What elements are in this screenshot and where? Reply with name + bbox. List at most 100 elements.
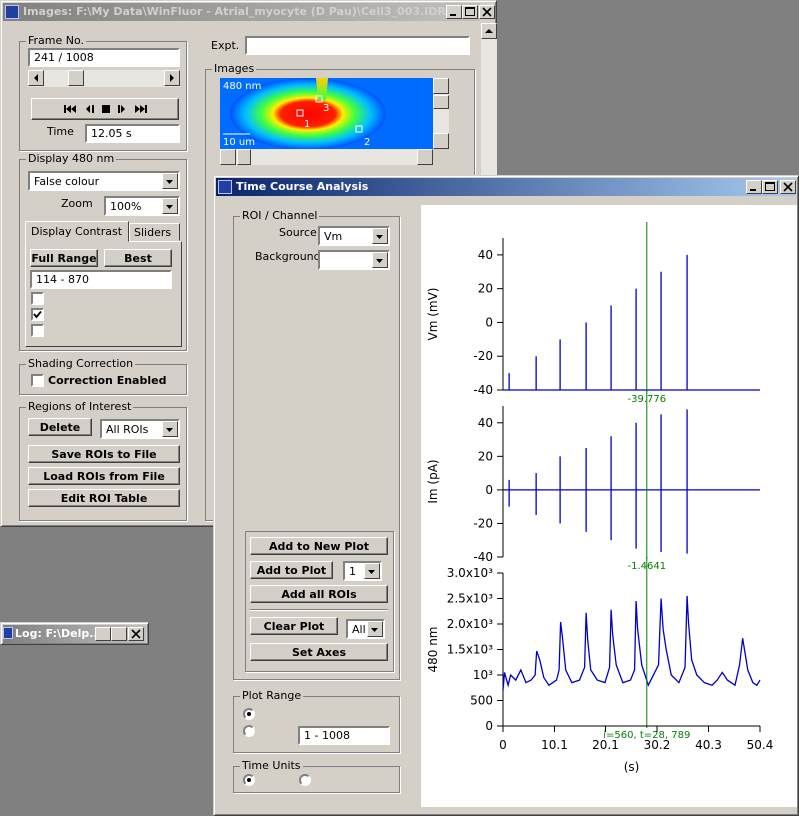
frame-field[interactable]: 241 / 1008 <box>28 48 180 67</box>
radio-button[interactable] <box>243 725 255 737</box>
svg <box>131 629 141 639</box>
rect <box>64 105 66 113</box>
image-hscroll[interactable] <box>220 149 433 165</box>
close-button[interactable] <box>780 180 796 194</box>
svg <box>765 182 775 191</box>
path <box>33 310 42 319</box>
contrast-field[interactable]: 114 - 870 <box>30 270 172 289</box>
clear-combo[interactable]: All <box>346 619 385 639</box>
svg <box>166 428 173 432</box>
checkbox[interactable] <box>31 292 44 305</box>
add-new-plot-button[interactable]: Add to New Plot <box>250 537 388 555</box>
sbb <box>417 149 433 165</box>
path <box>131 629 141 639</box>
radio-button[interactable] <box>243 708 255 720</box>
add-all-rois-button[interactable]: Add all ROIs <box>250 585 388 603</box>
radio-button[interactable] <box>299 774 311 786</box>
roi-combo[interactable]: All ROIs <box>100 419 180 439</box>
maximize-button[interactable] <box>111 627 127 641</box>
range-field[interactable]: 1 - 1008 <box>298 726 390 745</box>
tab[interactable]: Sliders <box>129 223 180 241</box>
svg <box>783 182 793 192</box>
path <box>166 180 173 184</box>
zoom-combo[interactable]: 100% <box>104 196 180 216</box>
image-panel: 480 nm 10 um 1 2 3 <box>220 78 433 149</box>
frame-scrollbar[interactable] <box>28 70 180 87</box>
radio-button[interactable] <box>243 774 255 786</box>
check-mark <box>33 310 42 319</box>
svg <box>450 14 456 16</box>
checkbox[interactable] <box>31 308 44 321</box>
colour-combo[interactable]: False colour <box>28 171 180 191</box>
zoom-label: Zoom <box>61 197 93 210</box>
set-axes-button[interactable]: Set Axes <box>250 643 388 661</box>
path <box>170 74 174 82</box>
drop <box>372 252 388 268</box>
svg <box>376 235 383 239</box>
plot-combo[interactable]: 1 <box>343 561 382 581</box>
full-range-button[interactable]: Full Range <box>30 249 98 267</box>
time-units-group: Time Units <box>233 759 400 793</box>
drop <box>364 563 380 579</box>
checkbox[interactable] <box>31 324 44 337</box>
roi-marker: 3 <box>323 103 329 114</box>
minimize-button[interactable] <box>746 180 762 194</box>
rect <box>145 105 147 113</box>
checkbox[interactable] <box>31 374 44 387</box>
time-course-window: Time Course Analysis ROI / Channel Sourc… <box>213 175 799 816</box>
g <box>64 105 147 113</box>
rect <box>750 189 756 191</box>
roi-channel-group: ROI / Channel <box>233 209 400 680</box>
restore-button[interactable] <box>95 627 111 641</box>
drop <box>367 621 383 637</box>
drop <box>162 198 178 214</box>
add-to-plot-button[interactable]: Add to Plot <box>250 561 333 579</box>
svg <box>750 189 756 191</box>
load-rois-button[interactable]: Load ROIs from File <box>28 467 180 485</box>
roi-marker: 2 <box>364 137 370 148</box>
best-button[interactable]: Best <box>104 249 172 267</box>
maximize-button[interactable] <box>462 5 478 19</box>
group-label: Shading Correction <box>26 357 136 370</box>
clear-plot-button[interactable]: Clear Plot <box>250 617 338 635</box>
edit-roi-button[interactable]: Edit ROI Table <box>28 489 180 507</box>
delete-button[interactable]: Delete <box>28 418 92 436</box>
close-button[interactable] <box>128 627 144 641</box>
circle <box>247 778 251 782</box>
path <box>376 259 383 263</box>
path <box>135 105 145 113</box>
drop <box>162 421 178 437</box>
sbb <box>433 95 449 109</box>
radio-dot <box>247 778 251 782</box>
close-button[interactable] <box>479 5 495 19</box>
background-label: Background <box>255 250 321 263</box>
svg <box>34 74 38 82</box>
source-label: Source <box>279 226 317 239</box>
path <box>368 570 375 574</box>
background-combo[interactable] <box>318 250 390 270</box>
svg <box>485 29 493 33</box>
path <box>34 74 38 82</box>
path <box>783 182 793 192</box>
time-field[interactable]: 12.05 s <box>85 124 180 143</box>
svg <box>482 7 492 17</box>
combo-text: False colour <box>34 174 100 188</box>
group-label: ROI / Channel <box>240 209 320 222</box>
scroll-thumb[interactable] <box>68 70 84 86</box>
minimize-button[interactable] <box>446 5 462 19</box>
source-combo[interactable]: Vm <box>318 226 390 246</box>
rect <box>315 95 323 103</box>
playback-controls[interactable] <box>31 98 179 120</box>
save-rois-button[interactable]: Save ROIs to File <box>28 445 180 463</box>
log-window: Log: F:\Delp... <box>0 622 149 645</box>
image-vscroll[interactable] <box>433 78 449 149</box>
path <box>371 628 378 632</box>
combo-text: 100% <box>110 199 142 213</box>
expt-field[interactable] <box>245 36 470 55</box>
maximize-button[interactable] <box>762 180 778 194</box>
tab[interactable]: Display Contrast <box>25 221 129 242</box>
combo-text: 1 <box>349 564 356 578</box>
sbb <box>237 149 251 165</box>
title-bar: Time Course Analysis <box>216 178 796 196</box>
sbb <box>28 70 44 86</box>
